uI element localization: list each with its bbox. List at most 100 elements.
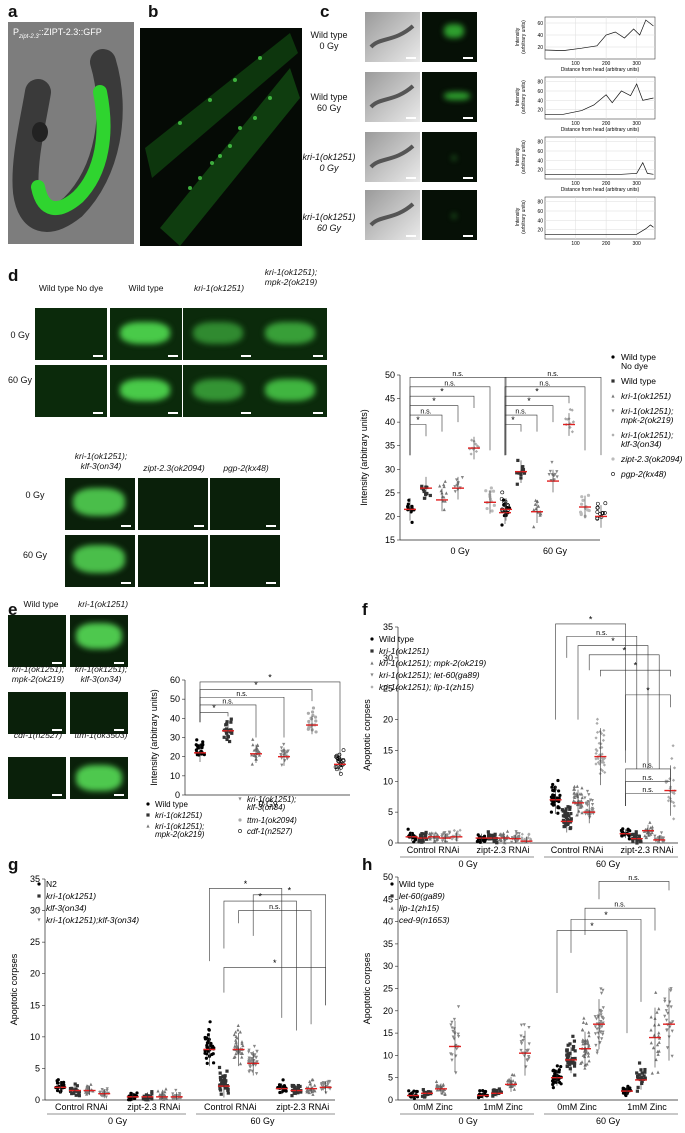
data-point	[474, 449, 479, 454]
data-point	[566, 805, 570, 809]
data-point	[665, 1028, 669, 1032]
legend-label: zipt-2.3(ok2094)	[620, 454, 683, 464]
data-point	[565, 1064, 570, 1069]
legend-label: cdf-1(n2527)	[247, 827, 293, 836]
data-point	[410, 520, 414, 524]
data-point	[285, 757, 289, 761]
data-point	[561, 809, 565, 813]
data-point	[593, 1025, 597, 1029]
data-point	[505, 829, 510, 833]
data-point	[225, 737, 229, 742]
data-point	[580, 495, 584, 499]
data-point	[470, 438, 474, 442]
data-point	[233, 1030, 238, 1034]
category-label: 1mM Zinc	[627, 1102, 667, 1112]
scale-bar	[168, 355, 178, 357]
data-point	[567, 1063, 571, 1067]
data-point	[495, 840, 499, 844]
e-image-label: kri-1(ok1251); klf-3(on34)	[74, 664, 128, 684]
data-point	[223, 1074, 227, 1078]
legend-label: ced-9(n1653)	[399, 915, 450, 925]
category-label: zipt-2.3 RNAi	[476, 845, 529, 855]
panel-f-label: f	[362, 600, 368, 619]
y-tick-label: 80	[537, 140, 543, 146]
data-point	[202, 753, 206, 757]
legend-marker	[611, 394, 615, 398]
data-point	[255, 1050, 259, 1054]
category-label: 1mM Zinc	[483, 1102, 523, 1112]
data-point	[326, 1083, 330, 1087]
d-micrograph	[138, 535, 208, 587]
worm-outline	[369, 144, 415, 169]
intensity-profile-line	[545, 224, 654, 235]
data-point	[456, 1032, 460, 1036]
data-point	[500, 508, 505, 513]
d-micrograph	[255, 365, 327, 417]
significance-bracket: n.s.	[625, 762, 671, 806]
data-point	[664, 780, 668, 785]
y-tick-label: 20	[385, 511, 395, 521]
significance-bracket: n.s.	[625, 787, 671, 806]
data-point	[234, 1038, 238, 1042]
data-point	[194, 743, 198, 747]
panel-b-image	[140, 28, 302, 246]
data-point	[319, 1083, 324, 1087]
data-point	[488, 834, 493, 839]
data-point	[664, 1018, 669, 1022]
fluorescence-image	[422, 72, 477, 122]
data-point	[585, 1038, 589, 1042]
data-point	[70, 1091, 74, 1096]
category-label: zipt-2.3 RNAi	[620, 845, 673, 855]
data-point	[428, 493, 432, 498]
data-point	[208, 1020, 212, 1024]
data-point	[522, 1035, 526, 1040]
data-point	[582, 1016, 586, 1020]
legend-label: kri-1(ok1251);klf-3(on34)	[621, 430, 674, 449]
data-point	[219, 1092, 223, 1096]
legend-label: let-60(ga89)	[399, 891, 445, 901]
brightfield-image	[365, 12, 420, 62]
data-point	[571, 420, 575, 424]
scale-bar	[266, 582, 276, 584]
significance-label: n.s.	[444, 380, 455, 387]
data-point	[74, 1093, 78, 1097]
data-point	[668, 777, 672, 781]
significance-bracket: *	[199, 703, 229, 723]
data-point	[254, 1055, 259, 1059]
data-point	[204, 1056, 209, 1060]
data-point	[338, 771, 343, 776]
e-image-label: cdf-1(n2527)	[13, 730, 63, 740]
data-point	[458, 828, 462, 832]
data-point	[568, 1060, 572, 1064]
data-point	[669, 987, 673, 991]
plot-frame	[544, 16, 656, 60]
legend-label: kri-1(ok1251); lip-1(zh15)	[379, 682, 474, 692]
data-point	[550, 785, 554, 789]
data-point	[77, 1094, 81, 1098]
x-axis-label: 0 Gy	[258, 799, 278, 809]
data-point	[406, 502, 410, 506]
data-point	[649, 1015, 653, 1019]
data-point	[254, 757, 258, 761]
data-point	[163, 1097, 167, 1101]
data-point	[527, 1056, 531, 1060]
data-point	[602, 511, 607, 515]
data-point	[594, 1017, 599, 1021]
data-point	[599, 1010, 603, 1014]
data-point	[536, 504, 541, 508]
data-point	[161, 1089, 165, 1093]
data-point	[594, 736, 598, 740]
d-row-label: 0 Gy	[10, 330, 30, 340]
fluorescence-image	[422, 132, 477, 182]
data-point	[409, 510, 413, 514]
data-point	[341, 748, 346, 753]
category-label: Control RNAi	[55, 1102, 108, 1112]
data-layer	[404, 407, 608, 529]
data-point	[510, 1072, 514, 1077]
data-point	[482, 839, 487, 843]
gfp-signal	[76, 765, 122, 791]
y-tick-label: 10	[383, 776, 393, 786]
y-tick-label: 15	[383, 745, 393, 755]
